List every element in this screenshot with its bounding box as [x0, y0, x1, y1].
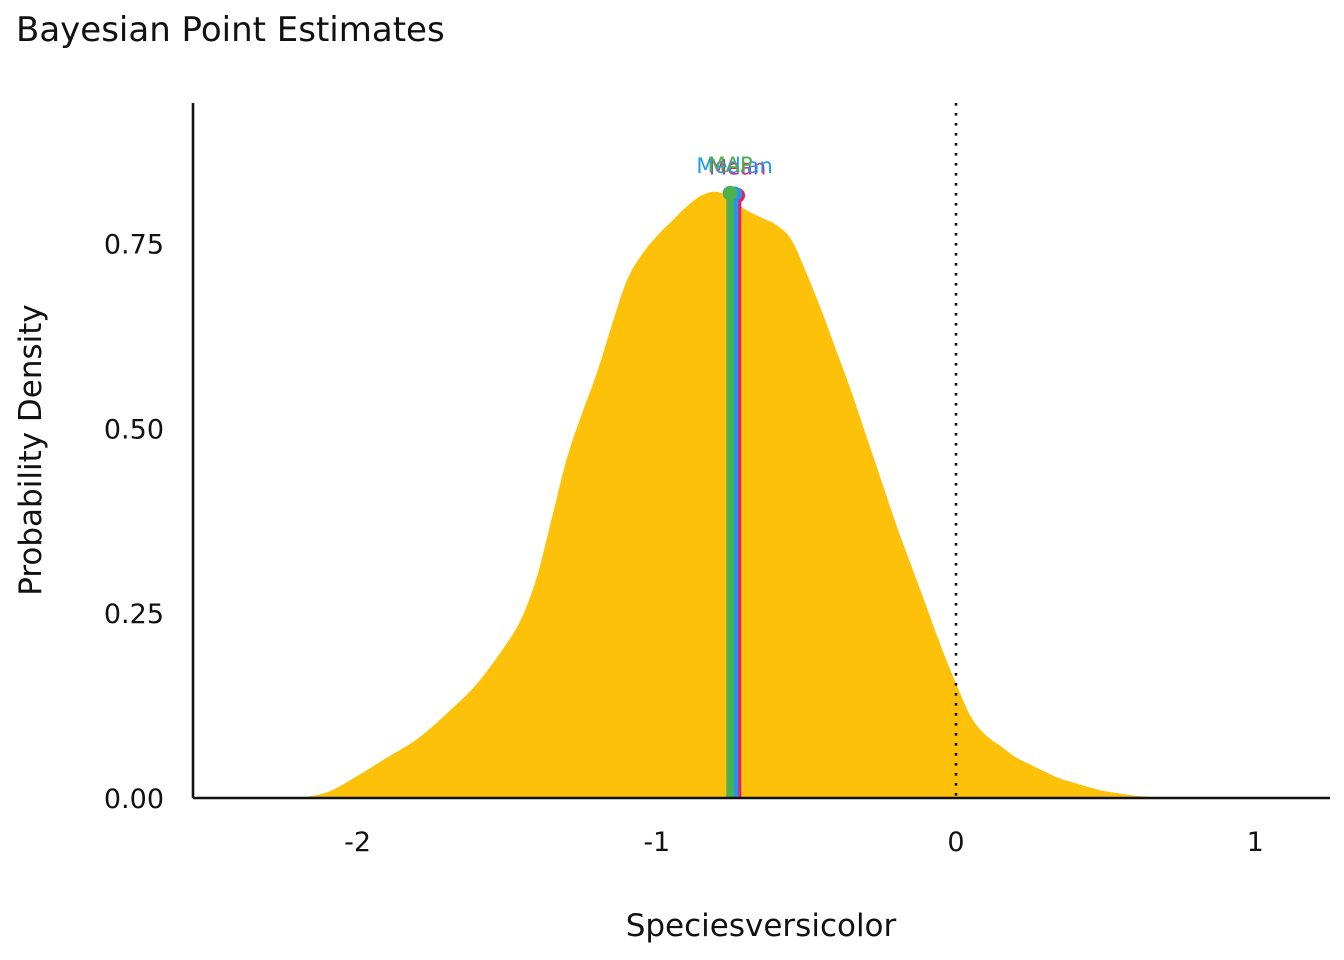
- y-tick-label: 0.00: [104, 784, 164, 815]
- y-tick-label: 0.50: [104, 414, 164, 445]
- y-axis-title: Probability Density: [13, 304, 49, 596]
- y-axis-ticks: 0.00 0.25 0.50 0.75: [104, 229, 164, 815]
- chart-title: Bayesian Point Estimates: [16, 10, 445, 50]
- density-area: [297, 191, 1196, 799]
- estimate-point-map: [722, 185, 738, 201]
- x-tick-label: 0: [947, 827, 964, 858]
- estimate-label-median: Median: [696, 154, 772, 178]
- x-axis-ticks: -2 -1 0 1: [344, 827, 1264, 858]
- estimate-label-mean: Mean: [709, 155, 766, 179]
- estimate-label-map: MAP: [708, 153, 753, 177]
- x-tick-label: 1: [1247, 827, 1264, 858]
- x-tick-label: -2: [344, 827, 371, 858]
- x-tick-label: -1: [643, 827, 670, 858]
- x-axis-title: Speciesversicolor: [626, 908, 897, 944]
- y-tick-label: 0.75: [104, 229, 164, 260]
- y-tick-label: 0.25: [104, 599, 164, 630]
